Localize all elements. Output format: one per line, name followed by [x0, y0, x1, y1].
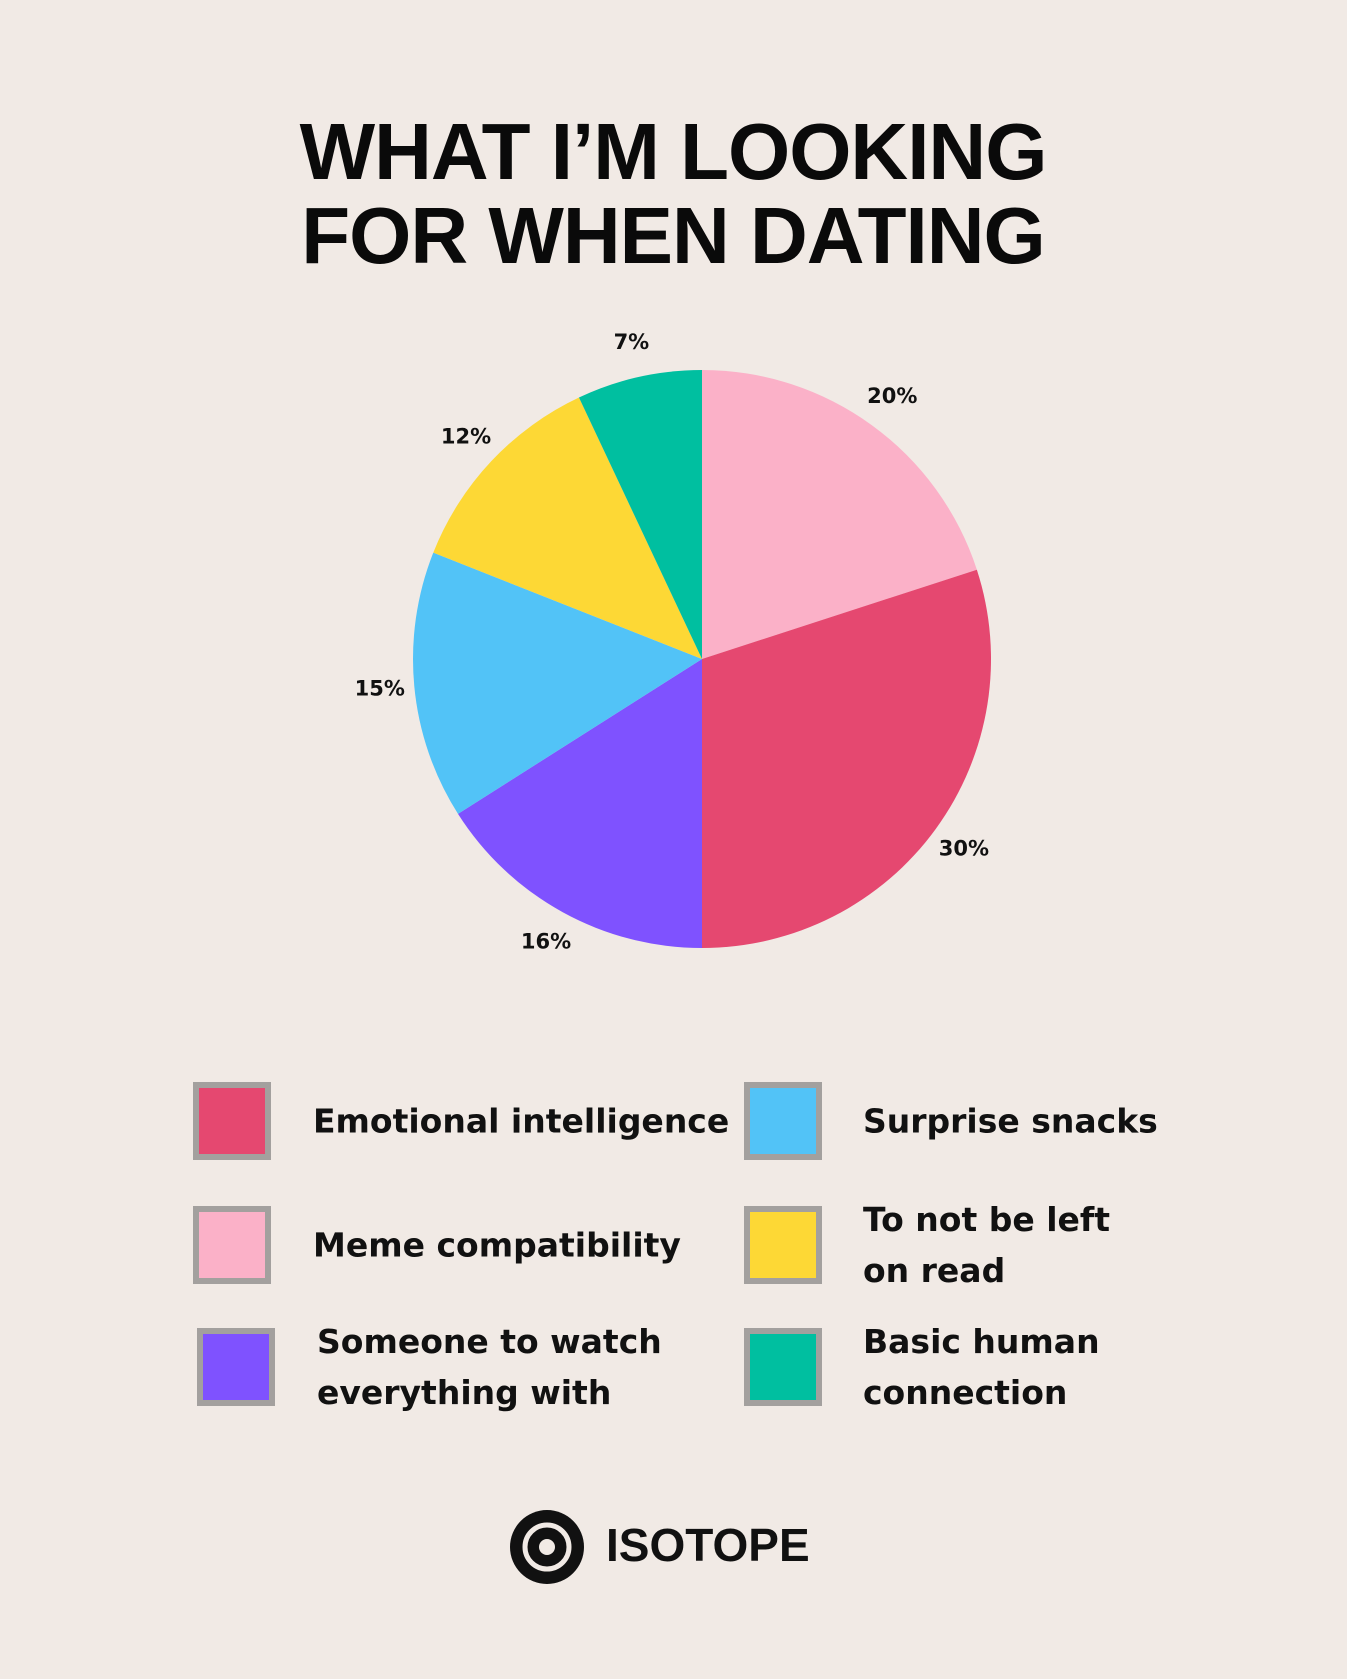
- pie-slice: [578, 370, 702, 659]
- logo-ring: [522, 1522, 572, 1572]
- legend-label: Meme compatibility: [313, 1225, 681, 1265]
- logo-text: ISOTOPE: [606, 1519, 810, 1571]
- chart-title: WHAT I’M LOOKING FOR WHEN DATING: [299, 107, 1048, 280]
- pie-slice: [702, 569, 991, 948]
- pie-slice: [702, 370, 977, 659]
- legend-swatch: [744, 1206, 822, 1284]
- legend-label: Surprise snacks: [863, 1101, 1158, 1141]
- logo-dot: [539, 1539, 555, 1555]
- legend-swatch: [744, 1082, 822, 1160]
- value-label: 20%: [867, 384, 917, 408]
- pie-slice: [457, 659, 702, 948]
- logo-icon: [510, 1510, 584, 1584]
- legend-label: Emotional intelligence: [313, 1101, 730, 1141]
- value-label: 16%: [521, 930, 571, 954]
- pie-slice: [433, 397, 702, 659]
- legend-swatch: [193, 1082, 271, 1160]
- legend-label: To not be left on read: [863, 1200, 1111, 1290]
- legend-swatch: [197, 1328, 275, 1406]
- value-label: 12%: [441, 424, 491, 448]
- value-label: 30%: [939, 836, 989, 860]
- value-label: 7%: [614, 330, 650, 354]
- pie-slice: [413, 552, 702, 814]
- legend-label: Someone to watch everything with: [317, 1322, 662, 1412]
- legend-label: Basic human connection: [863, 1322, 1100, 1412]
- legend-swatch: [744, 1328, 822, 1406]
- legend-swatch: [193, 1206, 271, 1284]
- value-label: 15%: [355, 676, 405, 700]
